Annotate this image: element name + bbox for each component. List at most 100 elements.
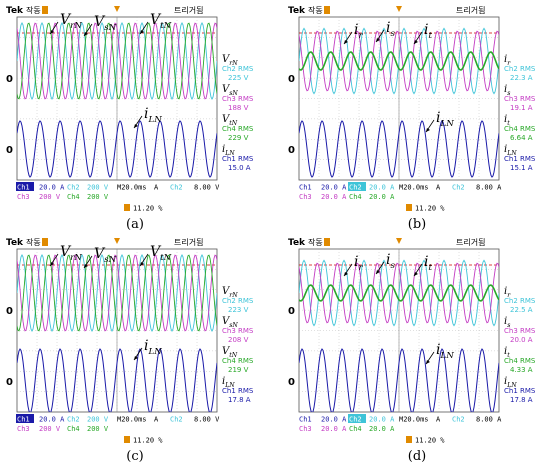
readout-symbol-symbol: i	[504, 286, 507, 297]
overlay-label-vrn-symbol: V	[60, 244, 72, 260]
setting-row1-item: M20.0ms	[399, 184, 429, 192]
setting-row2-item: 200 V	[39, 193, 61, 201]
overlay-label-iln-symbol: i	[144, 338, 148, 354]
readout-symbol-subscript: r	[507, 60, 511, 67]
brand-label: Tek	[288, 238, 306, 248]
setting-row2-item: Ch3	[17, 425, 30, 433]
setting-row2-item: 200 V	[39, 425, 61, 433]
brand-label: Tek	[6, 6, 24, 16]
overlay-arrowhead	[84, 32, 88, 36]
channel-select-highlight	[16, 414, 34, 423]
brand-label: Tek	[288, 6, 306, 16]
overlay-arrowhead	[140, 30, 144, 34]
readout-symbol-subscript: tN	[229, 352, 237, 359]
readout-symbol: ir	[504, 54, 511, 67]
trace-ch3	[299, 262, 499, 324]
readout-channel: Ch1 RMS	[222, 155, 254, 163]
readout-value: 219 V	[228, 366, 249, 374]
readout-symbol: iLN	[504, 144, 517, 157]
readout-channel: Ch1 RMS	[504, 387, 536, 395]
trigger-point-marker	[114, 6, 120, 12]
readout-value: 229 V	[228, 134, 249, 142]
trace-ch4	[299, 51, 499, 71]
overlay-label-ir-symbol: i	[354, 254, 358, 270]
overlay-arrowhead	[414, 40, 418, 44]
overlay-label-it-subscript: t	[428, 263, 432, 273]
readout-symbol-symbol: V	[222, 346, 231, 357]
setting-row1-item: A	[154, 416, 159, 424]
trigger-point-marker	[114, 238, 120, 244]
overlay-label-is-symbol: i	[386, 252, 390, 268]
overlay-label-it-subscript: t	[428, 31, 432, 41]
setting-row1-item: 20.0 A	[369, 184, 395, 192]
setting-row1-item: Ch1	[17, 184, 30, 192]
setting-row2-item: 20.0 A	[369, 193, 395, 201]
setting-row2-item: 20.0 A	[321, 425, 347, 433]
readout-value: 20.0 A	[510, 336, 533, 344]
overlay-label-is-subscript: s	[390, 261, 395, 271]
trigger-pos-icon	[406, 436, 412, 443]
trigger-position-readout: 11.20 %	[133, 205, 163, 213]
readout-symbol-subscript: rN	[229, 292, 238, 299]
overlay-label-vsn: VsN	[94, 14, 117, 33]
readout-symbol: VtN	[222, 346, 238, 359]
readout-channel: Ch3 RMS	[504, 327, 536, 335]
trace-ch2	[17, 22, 217, 100]
overlay-label-is-subscript: s	[390, 29, 395, 39]
ground-marker-upper: 0	[6, 74, 13, 85]
readout-value: 188 V	[228, 104, 249, 112]
caption-c: (c)	[126, 449, 144, 464]
readout-channel: Ch3 RMS	[504, 95, 536, 103]
setting-row1-item: A	[154, 184, 159, 192]
ground-marker-upper: 0	[288, 306, 295, 317]
channel-select-highlight	[348, 182, 366, 191]
trigger-position-marker	[324, 238, 330, 246]
trace-ch3	[17, 22, 217, 100]
overlay-label-ir-subscript: r	[358, 31, 363, 41]
channel-select-highlight	[16, 182, 34, 191]
readout-symbol-subscript: LN	[506, 382, 517, 389]
brand-label: Tek	[6, 238, 24, 248]
readout-value: 22.3 A	[510, 74, 533, 82]
overlay-arrowhead	[426, 128, 430, 132]
trigger-pos-icon	[124, 204, 130, 211]
trace-group	[17, 254, 217, 412]
readout-value: 22.5 A	[510, 306, 533, 314]
overlay-label-is-symbol: i	[386, 20, 390, 36]
trace-group	[17, 22, 217, 178]
readout-symbol: iLN	[504, 376, 517, 389]
overlay-label-vtn-subscript: tN	[160, 253, 171, 263]
trace-group	[299, 27, 499, 178]
readout-value: 6.64 A	[510, 134, 533, 142]
overlay-arrowhead	[344, 40, 348, 44]
ground-marker-upper: 0	[6, 306, 13, 317]
readout-symbol: VsN	[222, 84, 238, 97]
setting-row1-item: Ch2	[170, 184, 183, 192]
setting-row1-item: Ch2	[349, 416, 362, 424]
readout-symbol-symbol: V	[222, 114, 231, 125]
readout-value: 208 V	[228, 336, 249, 344]
overlay-label-iln-subscript: LN	[439, 119, 454, 129]
readout-channel: Ch4 RMS	[504, 357, 536, 365]
readout-channel: Ch1 RMS	[222, 387, 254, 395]
readout-symbol-subscript: t	[507, 352, 510, 359]
readout-symbol-symbol: V	[222, 84, 231, 95]
readout-symbol: VsN	[222, 316, 238, 329]
setting-row1-item: 8.00 V	[194, 416, 220, 424]
setting-row1-item: Ch2	[452, 184, 465, 192]
overlay-label-vtn-subscript: tN	[160, 21, 171, 31]
scope-panel-c: Tek 작동 트리거됨 0 0 VrN VsN VtN iLN VrN Ch2 RMS 223 V Vs…	[4, 236, 266, 448]
setting-row1-item: A	[436, 416, 441, 424]
readout-symbol-symbol: i	[504, 376, 507, 387]
overlay-label-vtn-symbol: V	[150, 12, 162, 28]
overlay-label-vtn-symbol: V	[150, 244, 162, 260]
ground-marker-lower: 0	[6, 145, 13, 156]
setting-row1-item: 20.0 A	[39, 184, 65, 192]
readout-symbol-symbol: i	[504, 84, 507, 95]
overlay-label-vrn: VrN	[60, 244, 82, 263]
readout-value: 223 V	[228, 306, 249, 314]
trace-ch1	[299, 348, 499, 412]
readout-symbol-subscript: LN	[506, 150, 517, 157]
